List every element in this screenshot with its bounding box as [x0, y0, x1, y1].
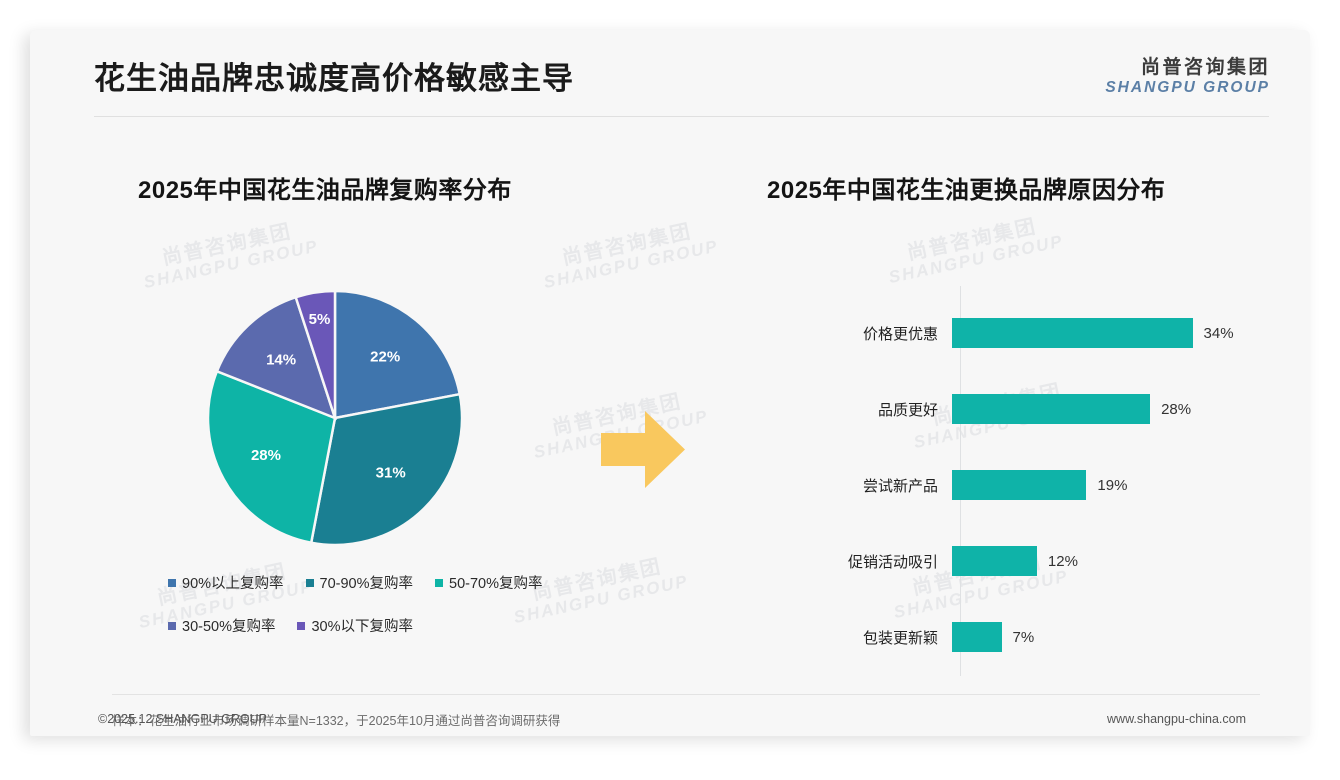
- bar-row: 尝试新产品 19%: [767, 470, 1277, 500]
- slide-footer: ©2025.12 SHANGPU GROUP www.shangpu-china…: [0, 712, 1340, 752]
- watermark-en: SHANGPU GROUP: [887, 231, 1066, 288]
- watermark: 尚普咨询集团 SHANGPU GROUP: [538, 217, 720, 292]
- watermark-cn: 尚普咨询集团: [560, 220, 694, 270]
- legend-label: 90%以上复购率: [182, 576, 284, 592]
- legend-row: 90%以上复购率 70-90%复购率 50-70%复购率: [168, 572, 598, 593]
- header-divider: [94, 116, 1269, 117]
- bar-category-label: 价格更优惠: [862, 325, 938, 343]
- bar-category-label: 促销活动吸引: [847, 553, 938, 571]
- legend-row: 30-50%复购率 30%以下复购率: [168, 615, 598, 636]
- legend-swatch-icon: [435, 578, 444, 587]
- bar-track: 12%: [952, 546, 1277, 576]
- brand-logo: 尚普咨询集团 SHANGPU GROUP: [1105, 57, 1270, 97]
- legend-item[interactable]: 70-90%复购率: [305, 572, 414, 593]
- watermark: 尚普咨询集团 SHANGPU GROUP: [883, 212, 1065, 287]
- bar-value-label: 34%: [1203, 324, 1234, 342]
- bar-track: 7%: [952, 622, 1277, 652]
- right-chart-title: 2025年中国花生油更换品牌原因分布: [767, 177, 1166, 204]
- pie-slice-group: [206, 289, 464, 547]
- page-title: 花生油品牌忠诚度高价格敏感主导: [94, 61, 574, 96]
- legend-swatch-icon: [305, 578, 314, 587]
- legend-swatch-icon: [168, 578, 176, 587]
- bar-category-label: 包装更新颖: [862, 629, 938, 647]
- bar-value-label: 7%: [1012, 628, 1035, 646]
- repurchase-rate-pie-chart: 22% 31% 28% 14% 5%: [205, 288, 465, 548]
- sample-footnote: 样本：花生油行业市场调研样本量N=1332，于2025年10月通过尚普咨询调研获…: [112, 714, 561, 728]
- pie-slice[interactable]: [309, 392, 464, 547]
- pie-slice[interactable]: [294, 289, 337, 419]
- bar-fill[interactable]: [952, 318, 1193, 348]
- watermark-en: SHANGPU GROUP: [542, 236, 721, 293]
- pie-svg: 22% 31% 28% 14% 5%: [206, 289, 464, 547]
- left-chart-title: 2025年中国花生油品牌复购率分布: [138, 177, 512, 204]
- slide-card: 尚普咨询集团 SHANGPU GROUP 尚普咨询集团 SHANGPU GROU…: [30, 30, 1310, 736]
- legend-swatch-icon: [168, 621, 176, 630]
- bar-row: 促销活动吸引 12%: [767, 546, 1277, 576]
- slide-header: 花生油品牌忠诚度高价格敏感主导 尚普咨询集团 SHANGPU GROUP: [30, 30, 1310, 117]
- bar-row: 价格更优惠 34%: [767, 318, 1277, 348]
- bar-track: 34%: [952, 318, 1277, 348]
- bar-fill[interactable]: [952, 394, 1151, 424]
- logo-en-text: SHANGPU GROUP: [1105, 78, 1270, 96]
- bar-value-label: 12%: [1047, 552, 1078, 570]
- bar-value-label: 19%: [1097, 476, 1128, 494]
- pie-slice[interactable]: [206, 369, 337, 545]
- arrow-svg: [601, 411, 685, 488]
- footnote-divider: [112, 694, 1260, 695]
- bar-category-label: 品质更好: [877, 401, 938, 419]
- pie-slice[interactable]: [333, 289, 462, 420]
- pie-legend: 90%以上复购率 70-90%复购率 50-70%复购率 30-50%复购率: [168, 572, 598, 658]
- legend-item[interactable]: 30%以下复购率: [297, 615, 413, 636]
- pie-slice-label: 31%: [376, 465, 406, 482]
- bar-fill[interactable]: [952, 546, 1037, 576]
- switch-reason-bar-chart: 价格更优惠 34% 品质更好 28% 尝试新产品 19% 促销活动吸引 12% 包装更新颖 7%: [767, 280, 1277, 680]
- bar-track: 19%: [952, 470, 1277, 500]
- legend-swatch-icon: [297, 621, 306, 630]
- watermark-en: SHANGPU GROUP: [142, 236, 321, 293]
- bar-category-label: 尝试新产品: [862, 477, 938, 495]
- pie-slice-label: 22%: [370, 348, 400, 365]
- legend-item[interactable]: 30-50%复购率: [168, 615, 275, 636]
- legend-label: 70-90%复购率: [319, 576, 414, 592]
- bar-value-label: 28%: [1161, 400, 1192, 418]
- legend-label: 30-50%复购率: [182, 619, 276, 635]
- right-arrow-icon: [597, 407, 689, 492]
- legend-label: 30%以下复购率: [311, 619, 414, 635]
- pie-slice-label: 5%: [309, 311, 331, 328]
- pie-slice-label: 28%: [251, 447, 281, 464]
- bar-row: 品质更好 28%: [767, 394, 1277, 424]
- legend-label: 50-70%复购率: [449, 576, 543, 592]
- bar-fill[interactable]: [952, 622, 1002, 652]
- website-link[interactable]: www.shangpu-china.com: [1107, 712, 1246, 726]
- legend-item[interactable]: 90%以上复购率: [168, 572, 284, 593]
- legend-item[interactable]: 50-70%复购率: [435, 572, 543, 593]
- bar-fill[interactable]: [952, 470, 1087, 500]
- watermark-cn: 尚普咨询集团: [160, 220, 294, 270]
- watermark-cn: 尚普咨询集团: [905, 215, 1039, 265]
- pie-slice-label: 14%: [266, 352, 296, 369]
- pie-label-group: 22% 31% 28% 14% 5%: [251, 311, 406, 482]
- copyright-text: ©2025.12 SHANGPU GROUP: [98, 712, 267, 726]
- bar-row: 包装更新颖 7%: [767, 622, 1277, 652]
- bar-track: 28%: [952, 394, 1277, 424]
- logo-cn-text: 尚普咨询集团: [1140, 57, 1270, 78]
- watermark: 尚普咨询集团 SHANGPU GROUP: [138, 217, 320, 292]
